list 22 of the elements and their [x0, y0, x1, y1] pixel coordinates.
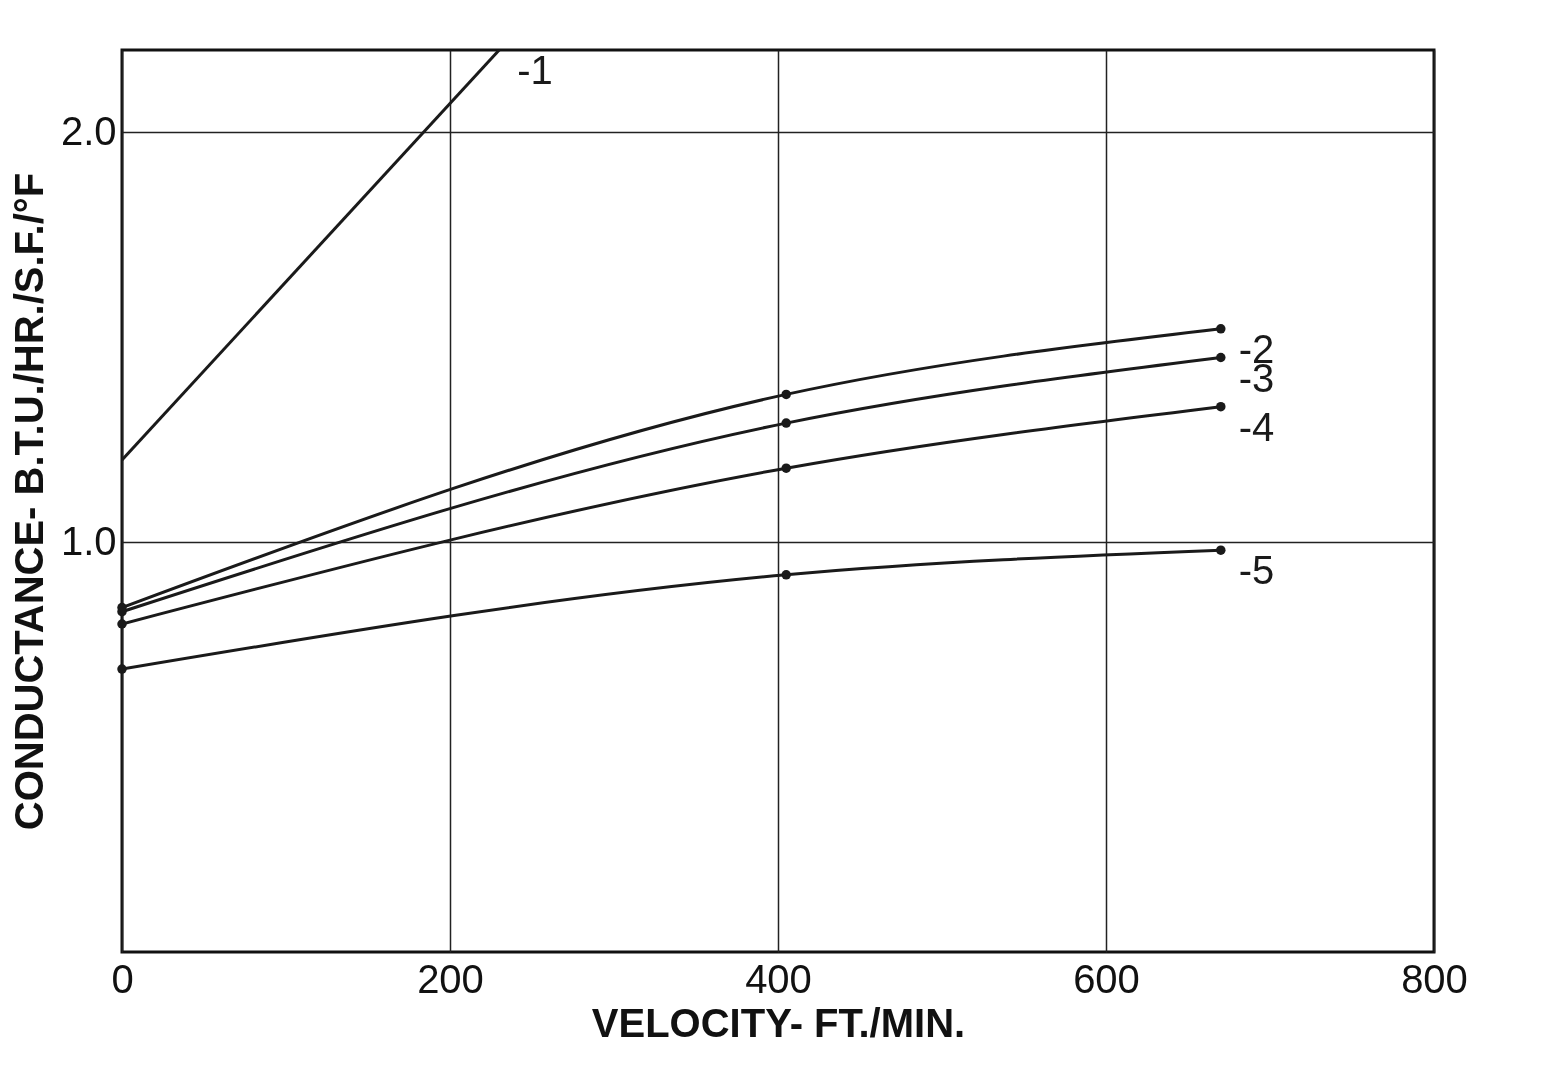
x-tick-label: 400	[745, 956, 812, 1001]
point	[117, 619, 127, 629]
point	[1216, 401, 1226, 412]
series-label: -1	[517, 48, 553, 92]
x-axis-title: VELOCITY- FT./MIN.	[591, 1000, 966, 1045]
point	[781, 463, 791, 473]
point	[781, 570, 791, 580]
point	[1216, 352, 1226, 363]
series-label: -4	[1238, 404, 1275, 449]
y-tick-label: 2.0	[60, 108, 117, 153]
x-tick-label: 800	[1401, 956, 1468, 1001]
point	[781, 389, 791, 400]
y-tick-label: 1.0	[60, 518, 117, 563]
point	[117, 664, 127, 674]
point	[1216, 545, 1226, 555]
x-tick-label: 200	[417, 956, 484, 1001]
x-tick-label: 0	[111, 956, 134, 1001]
y-axis-title: CONDUCTANCE- B.T.U./HR./S.F./°F	[6, 172, 51, 831]
series-label: -5	[1238, 548, 1275, 593]
x-tick-label: 600	[1073, 956, 1140, 1001]
point	[1216, 324, 1226, 334]
point	[781, 418, 791, 428]
